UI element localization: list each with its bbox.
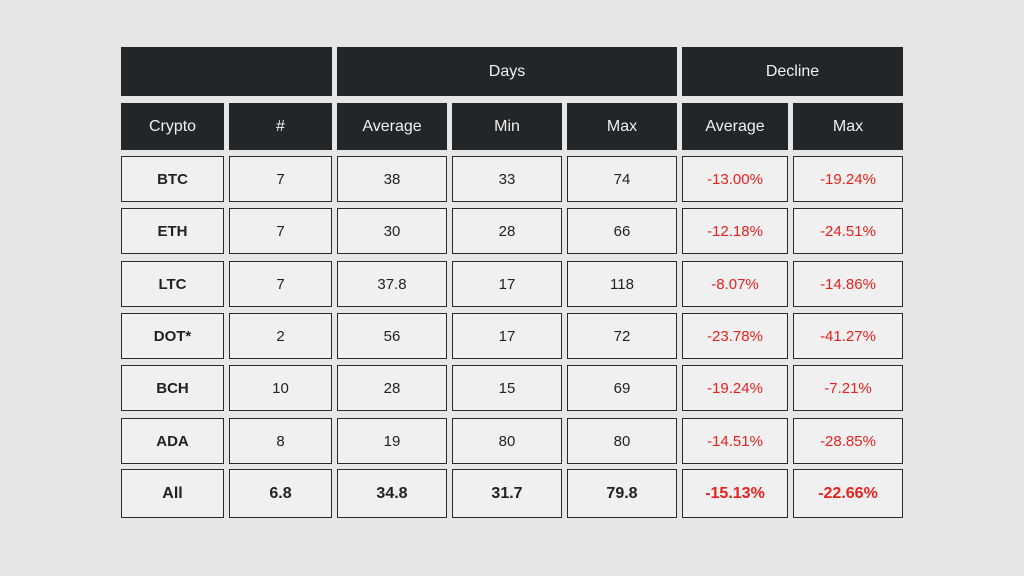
table-cell: 80: [452, 418, 562, 464]
table-cell: 66: [567, 208, 677, 254]
table-cell: -23.78%: [682, 313, 788, 359]
table-cell: -19.24%: [682, 365, 788, 411]
table-cell: 28: [337, 365, 447, 411]
column-header: Crypto: [121, 103, 224, 150]
row-name-cell: BTC: [121, 156, 224, 202]
table-cell: 10: [229, 365, 332, 411]
table-cell: -12.18%: [682, 208, 788, 254]
table-cell: -14.51%: [682, 418, 788, 464]
column-header: Max: [793, 103, 903, 150]
table-cell: 72: [567, 313, 677, 359]
table-cell: -7.21%: [793, 365, 903, 411]
column-header: Max: [567, 103, 677, 150]
total-row-cell: -22.66%: [793, 469, 903, 518]
table-cell: -13.00%: [682, 156, 788, 202]
table-cell: -24.51%: [793, 208, 903, 254]
table-cell: -28.85%: [793, 418, 903, 464]
row-name-cell: ADA: [121, 418, 224, 464]
group-header-decline: Decline: [682, 47, 903, 96]
table-cell: 7: [229, 261, 332, 307]
total-row-cell: 31.7: [452, 469, 562, 518]
table-cell: 118: [567, 261, 677, 307]
table-cell: -8.07%: [682, 261, 788, 307]
table-cell: 30: [337, 208, 447, 254]
table-cell: 56: [337, 313, 447, 359]
row-name-cell: ETH: [121, 208, 224, 254]
table-cell: 38: [337, 156, 447, 202]
table-cell: 74: [567, 156, 677, 202]
table-cell: 15: [452, 365, 562, 411]
row-name-cell: LTC: [121, 261, 224, 307]
group-header-blank: [121, 47, 332, 96]
table-cell: -41.27%: [793, 313, 903, 359]
table-cell: 19: [337, 418, 447, 464]
row-name-cell: DOT*: [121, 313, 224, 359]
table-cell: 2: [229, 313, 332, 359]
table-cell: 28: [452, 208, 562, 254]
table-cell: 69: [567, 365, 677, 411]
column-header: #: [229, 103, 332, 150]
total-row-cell: -15.13%: [682, 469, 788, 518]
row-name-cell: BCH: [121, 365, 224, 411]
table-cell: 17: [452, 261, 562, 307]
table-cell: 8: [229, 418, 332, 464]
column-header: Average: [682, 103, 788, 150]
group-header-days: Days: [337, 47, 677, 96]
total-row-cell: 34.8: [337, 469, 447, 518]
total-row-cell: 6.8: [229, 469, 332, 518]
column-header: Min: [452, 103, 562, 150]
table-cell: 7: [229, 208, 332, 254]
table-cell: 7: [229, 156, 332, 202]
column-header: Average: [337, 103, 447, 150]
table-cell: 37.8: [337, 261, 447, 307]
table-cell: -19.24%: [793, 156, 903, 202]
table-cell: 80: [567, 418, 677, 464]
table-cell: 33: [452, 156, 562, 202]
table-cell: -14.86%: [793, 261, 903, 307]
table-cell: 17: [452, 313, 562, 359]
total-row-cell: All: [121, 469, 224, 518]
total-row-cell: 79.8: [567, 469, 677, 518]
